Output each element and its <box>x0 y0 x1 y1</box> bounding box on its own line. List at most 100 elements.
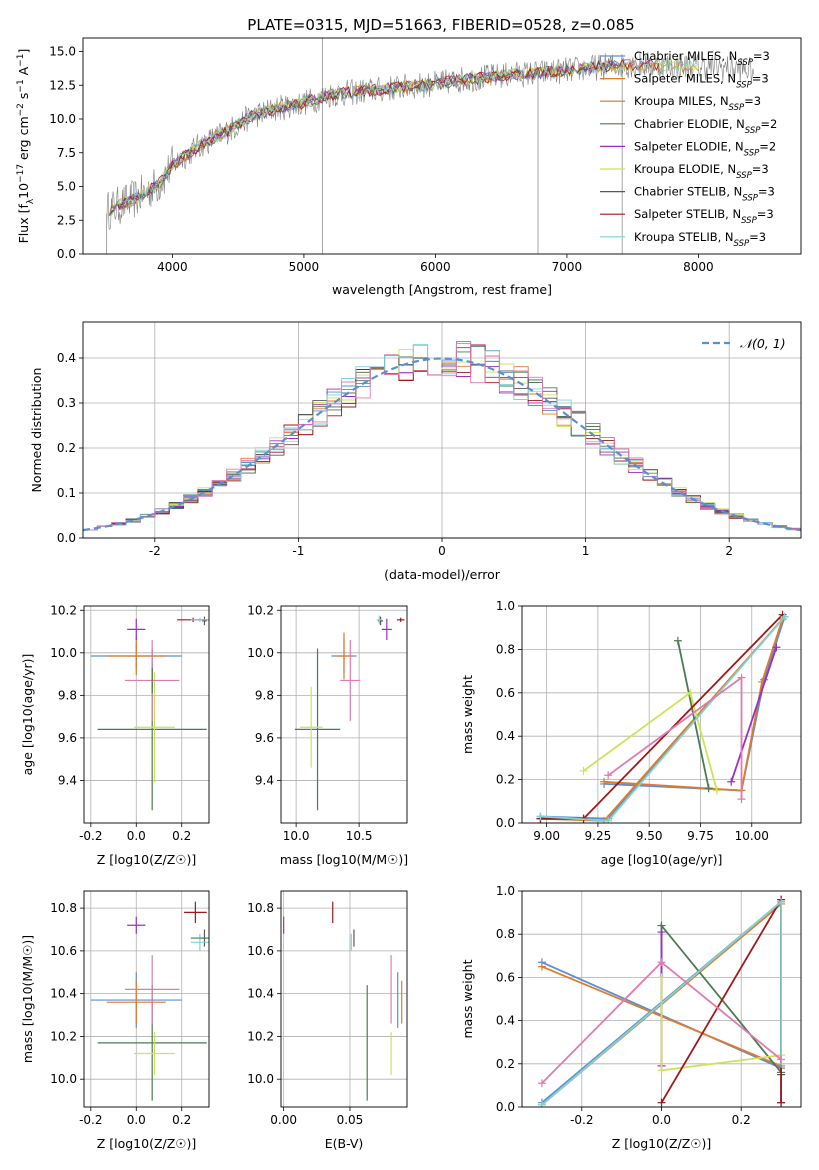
y-tick-label: 9.4 <box>255 773 274 787</box>
y-axis-label: mass [log10(M/M☉)] <box>20 935 35 1063</box>
mass-weight-marker <box>657 928 666 937</box>
legend-label: Salpeter STELIB, NSSP=3 <box>634 207 774 226</box>
x-axis-label: age [log10(age/yr)] <box>601 852 723 867</box>
model-line <box>109 57 660 217</box>
x-tick-label: 0.05 <box>337 1113 364 1127</box>
y-tick-label: 0.2 <box>57 441 76 455</box>
y-tick-label: 9.8 <box>255 688 274 702</box>
y-axis-label: mass weight <box>460 675 475 754</box>
y-tick-label: 0.8 <box>496 927 515 941</box>
y-tick-label: 9.4 <box>58 773 77 787</box>
axes-frame <box>83 890 210 1108</box>
axes-frame <box>280 605 408 824</box>
y-tick-label: 10.2 <box>247 1029 274 1043</box>
spectrum-panel: 4000 5000 6000 7000 8000 0.0 2.5 5.0 7.5 10.0 12.5… <box>16 37 802 297</box>
age-vs-mass-panel: 10.0 10.5 9.4 9.6 9.8 10.0 10.2 mass [log10(M/M… <box>247 603 408 867</box>
x-tick-label: 0 <box>438 544 446 558</box>
mass-weight-marker <box>673 636 682 645</box>
x-axis-label: (data-model)/error <box>384 567 501 582</box>
x-tick-label: 4000 <box>157 260 188 274</box>
mass-weight-marker <box>777 1098 786 1107</box>
x-tick-label: 0.2 <box>732 1113 751 1127</box>
y-tick-label: 10.0 <box>50 646 77 660</box>
x-tick-label: 9.25 <box>585 829 612 843</box>
mass-weight-marker <box>537 962 546 971</box>
legend-label: Chabrier STELIB, NSSP=3 <box>634 185 775 204</box>
massweight-vs-age-panel: 9.00 9.25 9.50 9.75 10.00 0.0 0.2 0.4 0.6 0.8 1.0 a… <box>460 599 802 867</box>
y-tick-label: 0.2 <box>496 1057 515 1071</box>
x-axis-label: Z [log10(Z/Z☉)] <box>612 1136 712 1151</box>
mass-weight-line <box>540 616 786 822</box>
y-axis-label: mass weight <box>460 959 475 1038</box>
y-tick-label: 0.4 <box>496 729 515 743</box>
y-tick-label: 1.0 <box>496 884 515 898</box>
y-tick-label: 10.6 <box>50 944 77 958</box>
y-tick-label: 9.6 <box>58 731 77 745</box>
mass-weight-line <box>540 616 786 820</box>
axes-frame <box>82 37 802 255</box>
x-tick-label: 5000 <box>289 260 320 274</box>
x-tick-label: 1 <box>582 544 590 558</box>
mass-weight-marker <box>772 643 781 652</box>
plot-area <box>283 901 403 1101</box>
plot-area <box>294 615 405 811</box>
mass-weight-marker <box>657 1066 666 1075</box>
y-tick-label: 10.0 <box>247 646 274 660</box>
model-line <box>109 58 699 217</box>
plot-area <box>106 38 754 254</box>
y-tick-label: 10.0 <box>50 1072 77 1086</box>
model-line <box>108 61 620 217</box>
mass-weight-marker <box>604 816 613 823</box>
mass-weight-line <box>540 614 784 820</box>
x-tick-label: 0.0 <box>652 1113 671 1127</box>
mass-weight-line <box>660 896 782 1104</box>
y-tick-label: 0.0 <box>496 816 515 830</box>
mass-weight-marker <box>712 786 721 795</box>
legend-label: Kroupa MILES, NSSP=3 <box>634 94 761 113</box>
y-axis-label: Normed distribution <box>29 368 44 493</box>
axes-frame <box>82 321 802 539</box>
axes-frame <box>521 890 802 1108</box>
x-tick-label: 0.0 <box>127 1113 146 1127</box>
y-tick-label: 0.3 <box>57 396 76 410</box>
y-tick-label: 0.4 <box>496 1014 515 1028</box>
y-tick-label: 10.6 <box>247 944 274 958</box>
y-tick-label: 9.6 <box>255 731 274 745</box>
plot-area <box>537 895 786 1107</box>
legend-label: Salpeter ELODIE, NSSP=2 <box>634 139 776 158</box>
figure-title: PLATE=0315, MJD=51663, FIBERID=0528, z=0… <box>247 16 634 34</box>
age-vs-Z-panel: -0.2 0.0 0.2 9.4 9.6 9.8 10.0 10.2 Z [log10(Z/Z☉… <box>20 603 210 867</box>
mass-weight-marker <box>579 766 588 775</box>
y-tick-label: 10.2 <box>50 603 77 617</box>
x-tick-label: 0.2 <box>172 829 191 843</box>
y-tick-label: 12.5 <box>49 78 76 92</box>
plot-area <box>536 610 789 823</box>
mass-weight-marker <box>536 812 545 821</box>
y-tick-label: 10.8 <box>247 901 274 915</box>
plot-area <box>83 341 801 532</box>
y-tick-label: 10.0 <box>49 112 76 126</box>
mass-weight-marker <box>737 795 746 804</box>
mass-weight-marker <box>600 777 609 786</box>
residual-histogram <box>83 344 801 531</box>
mass-weight-marker <box>727 777 736 786</box>
y-tick-label: 0.0 <box>57 247 76 261</box>
x-tick-label: 6000 <box>420 260 451 274</box>
x-tick-label: 10.5 <box>346 829 373 843</box>
y-tick-label: 10.2 <box>247 603 274 617</box>
mass-weight-marker <box>704 784 713 793</box>
x-axis-label: mass [log10(M/M☉)] <box>280 852 408 867</box>
y-tick-label: 0.1 <box>57 486 76 500</box>
mass-weight-marker <box>737 673 746 682</box>
legend-label: Kroupa STELIB, NSSP=3 <box>634 230 766 249</box>
x-axis-label: Z [log10(Z/Z☉)] <box>97 852 197 867</box>
axes-frame <box>521 605 802 824</box>
mass-weight-marker <box>777 1055 786 1064</box>
mass-weight-marker <box>604 771 613 780</box>
legend-label: 𝒩(0, 1) <box>740 336 786 351</box>
y-tick-label: 0.6 <box>496 686 515 700</box>
mass-weight-marker <box>657 958 666 967</box>
y-tick-label: 0.2 <box>496 773 515 787</box>
mass-weight-marker <box>537 1100 546 1107</box>
